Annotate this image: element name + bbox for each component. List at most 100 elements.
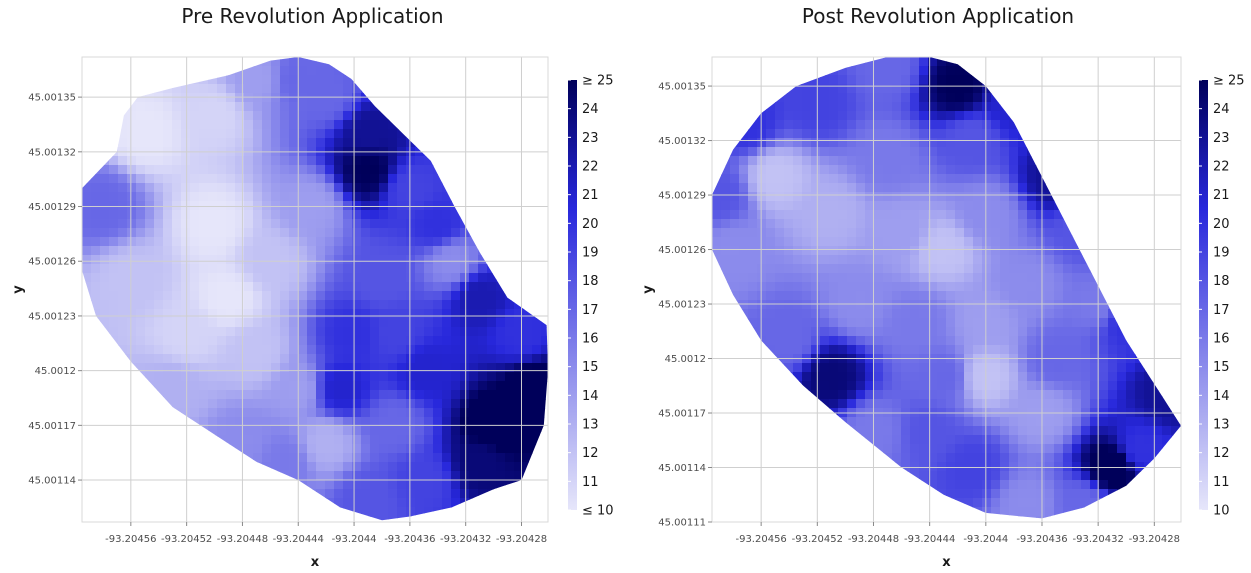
heat-cell (793, 93, 803, 103)
heat-cell (361, 165, 371, 175)
heat-cell (451, 291, 461, 301)
heat-cell (370, 363, 380, 373)
heat-cell (946, 300, 956, 310)
heat-cell (253, 165, 263, 175)
heat-cell (127, 174, 137, 184)
heat-cell (388, 444, 398, 454)
heat-cell (937, 381, 947, 391)
heat-cell (532, 336, 542, 346)
heat-cell (982, 291, 992, 301)
heat-cell (424, 399, 434, 409)
heat-cell (163, 264, 173, 274)
heat-cell (163, 291, 173, 301)
heat-cell (784, 93, 794, 103)
heat-cell (208, 102, 218, 112)
heat-cell (802, 318, 812, 328)
heat-cell (919, 192, 929, 202)
heat-cell (919, 93, 929, 103)
heat-cell (946, 111, 956, 121)
heat-cell (955, 309, 965, 319)
heat-cell (946, 165, 956, 175)
heat-cell (235, 408, 245, 418)
heat-cell (343, 255, 353, 265)
heat-cell (460, 480, 470, 490)
heat-cell (1036, 372, 1046, 382)
heat-cell (892, 219, 902, 229)
heat-cell (163, 201, 173, 211)
heat-cell (415, 282, 425, 292)
heat-cell (865, 417, 875, 427)
heat-cell (325, 354, 335, 364)
heat-cell (415, 399, 425, 409)
heat-cell (109, 237, 119, 247)
heat-cell (883, 237, 893, 247)
heat-cell (271, 228, 281, 238)
heat-cell (82, 192, 92, 202)
heat-cell (478, 462, 488, 472)
heat-cell (820, 318, 830, 328)
heat-cell (865, 246, 875, 256)
heat-cell (460, 273, 470, 283)
heat-cell (316, 93, 326, 103)
heat-cell (1018, 138, 1028, 148)
heat-cell (712, 246, 722, 256)
heat-cell (208, 210, 218, 220)
heat-cell (226, 84, 236, 94)
heat-cell (316, 192, 326, 202)
heat-cell (217, 111, 227, 121)
heat-cell (901, 183, 911, 193)
heat-cell (343, 237, 353, 247)
heat-cell (1018, 345, 1028, 355)
heat-cell (802, 111, 812, 121)
heat-cell (1063, 246, 1073, 256)
heat-cell (748, 201, 758, 211)
heat-cell (316, 219, 326, 229)
heat-cell (847, 300, 857, 310)
heat-cell (1099, 309, 1109, 319)
heat-cell (766, 255, 776, 265)
heat-cell (829, 255, 839, 265)
heat-cell (1018, 147, 1028, 157)
heat-cell (370, 372, 380, 382)
heat-cell (262, 345, 272, 355)
heat-cell (271, 327, 281, 337)
heat-cell (1054, 210, 1064, 220)
heat-cell (406, 138, 416, 148)
heat-cell (991, 246, 1001, 256)
legend-label: 15 (582, 360, 599, 375)
heat-cell (244, 282, 254, 292)
heat-cell (127, 309, 137, 319)
heat-cell (793, 309, 803, 319)
heat-cell (505, 462, 515, 472)
heat-cell (469, 408, 479, 418)
heat-cell (424, 183, 434, 193)
heat-cell (775, 273, 785, 283)
heat-cell (379, 111, 389, 121)
heat-cell (856, 210, 866, 220)
heat-cell (928, 381, 938, 391)
heat-cell (280, 318, 290, 328)
heat-cell (298, 210, 308, 220)
heat-cell (487, 426, 497, 436)
heat-cell (766, 237, 776, 247)
heat-cell (460, 462, 470, 472)
heat-cell (748, 237, 758, 247)
heat-cell (973, 201, 983, 211)
heat-cell (136, 318, 146, 328)
heat-cell (307, 381, 317, 391)
heat-cell (919, 75, 929, 85)
heat-cell (289, 165, 299, 175)
heat-cell (334, 174, 344, 184)
heat-cell (901, 300, 911, 310)
heat-cell (874, 390, 884, 400)
heat-cell (784, 111, 794, 121)
heat-cell (523, 453, 533, 463)
heat-cell (217, 426, 227, 436)
heat-cell (766, 246, 776, 256)
heat-cell (289, 291, 299, 301)
heat-cell (712, 210, 722, 220)
heat-cell (487, 273, 497, 283)
heat-cell (802, 183, 812, 193)
heat-cell (757, 201, 767, 211)
heat-cell (919, 183, 929, 193)
